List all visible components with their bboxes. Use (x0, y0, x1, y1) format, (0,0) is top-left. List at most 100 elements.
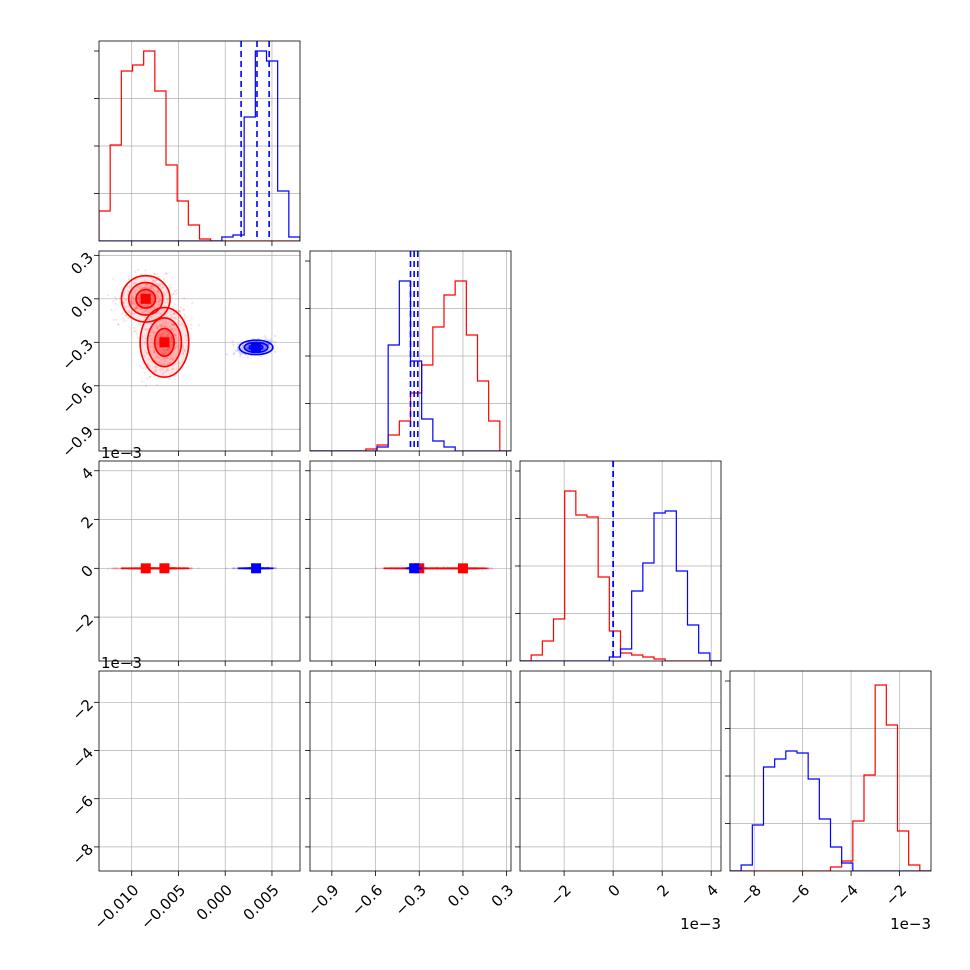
point-3-0-1-528 (248, 653, 250, 655)
point-3-0-0-906 (173, 653, 175, 655)
point-3-0-1-420 (257, 653, 259, 655)
point-3-0-0-234 (145, 653, 147, 655)
point-3-1-0-1148 (390, 653, 392, 655)
point-3-1-0-1038 (422, 653, 424, 655)
point-3-0-1-144 (262, 653, 264, 655)
point-3-0-0-1338 (155, 653, 157, 655)
point-3-0-0-832 (175, 653, 177, 655)
point-3-1-0-732 (434, 653, 436, 655)
point-3-1-0-862 (404, 653, 406, 655)
point-3-1-0-752 (417, 653, 419, 655)
point-3-0-0-836 (170, 653, 172, 655)
point-3-1-0-686 (473, 653, 475, 655)
point-3-1-0-754 (412, 653, 414, 655)
point-3-0-0-686 (161, 653, 163, 655)
point-3-1-0-1154 (447, 653, 449, 655)
point-3-0-1-188 (250, 653, 252, 655)
point-3-1-0-1012 (419, 653, 421, 655)
point-3-0-0-1028 (160, 653, 162, 655)
point-3-0-0-574 (157, 653, 159, 655)
point-3-0-0-540 (153, 653, 155, 655)
point-3-1-0-314 (474, 653, 476, 655)
point-3-0-1-206 (244, 653, 246, 655)
point-1-0-0-904 (180, 307, 182, 309)
point-3-1-0-728 (396, 653, 398, 655)
point-3-0-1-132 (249, 653, 251, 655)
point-3-0-0-904 (180, 653, 182, 655)
point-3-0-1-338 (240, 653, 242, 655)
point-3-0-1-134 (241, 653, 243, 655)
point-1-0-0-1308 (184, 316, 186, 318)
point-3-0-1-498 (244, 653, 246, 655)
point-3-0-1-234 (237, 653, 239, 655)
point-3-1-0-584 (459, 653, 461, 655)
point-3-0-0-1196 (167, 653, 169, 655)
point-3-0-0-1360 (173, 653, 175, 655)
point-3-0-0-394 (157, 653, 159, 655)
point-3-0-1-194 (266, 653, 268, 655)
point-1-0-0-494 (173, 293, 175, 295)
point-3-0-0-160 (144, 653, 146, 655)
point-3-0-0-854 (160, 653, 162, 655)
point-3-0-1-84 (250, 653, 252, 655)
point-3-1-0-132 (475, 653, 477, 655)
point-3-1-0-868 (428, 653, 430, 655)
point-3-0-0-384 (145, 653, 147, 655)
point-3-0-0-1138 (144, 653, 146, 655)
point-3-0-1-464 (269, 653, 271, 655)
point-3-0-0-8 (151, 653, 153, 655)
point-3-0-1-98 (257, 653, 259, 655)
point-3-1-0-510 (459, 653, 461, 655)
point-3-0-0-1376 (154, 653, 156, 655)
point-3-1-0-574 (473, 653, 475, 655)
point-3-1-0-454 (484, 653, 486, 655)
point-3-1-0-1008 (435, 653, 437, 655)
point-3-0-1-38 (241, 653, 243, 655)
point-3-0-0-620 (145, 653, 147, 655)
point-3-0-0-346 (147, 653, 149, 655)
point-3-0-0-890 (173, 653, 175, 655)
point-3-0-0-306 (161, 653, 163, 655)
ytick-label-2-2: 2 (78, 513, 97, 532)
point-3-1-0-418 (456, 653, 458, 655)
point-3-0-1-434 (250, 653, 252, 655)
point-3-0-1-636 (249, 653, 251, 655)
point-3-1-0-742 (429, 653, 431, 655)
point-3-0-0-1288 (167, 653, 169, 655)
point-3-1-0-620 (460, 653, 462, 655)
point-3-0-0-1226 (161, 653, 163, 655)
point-3-1-0-572 (487, 653, 489, 655)
point-3-0-1-328 (257, 653, 259, 655)
point-3-0-0-880 (191, 653, 193, 655)
point-3-1-0-1112 (441, 653, 443, 655)
point-3-1-0-108 (463, 653, 465, 655)
point-3-1-0-1040 (440, 653, 442, 655)
point-3-0-1-44 (269, 653, 271, 655)
point-3-1-0-776 (415, 653, 417, 655)
point-3-0-1-322 (239, 653, 241, 655)
point-3-1-0-594 (469, 653, 471, 655)
point-3-1-0-864 (407, 653, 409, 655)
point-3-0-0-622 (161, 653, 163, 655)
point-3-0-0-922 (166, 653, 168, 655)
point-3-0-1-472 (254, 653, 256, 655)
point-3-1-0-202 (490, 653, 492, 655)
point-3-0-1-0 (243, 653, 245, 655)
point-1-0-1-634 (233, 352, 235, 354)
point-3-0-0-738 (160, 653, 162, 655)
point-2-0-0-956 (190, 567, 192, 569)
point-3-1-0-1006 (416, 653, 418, 655)
point-3-1-0-910 (410, 653, 412, 655)
point-3-0-1-170 (272, 653, 274, 655)
point-3-0-1-96 (258, 653, 260, 655)
point-3-0-0-1126 (152, 653, 154, 655)
point-3-1-0-182 (487, 653, 489, 655)
point-2-0-0-1302 (189, 567, 191, 569)
point-3-0-0-858 (153, 653, 155, 655)
point-3-0-0-986 (160, 653, 162, 655)
point-3-0-1-474 (253, 653, 255, 655)
point-3-1-0-890 (417, 653, 419, 655)
point-3-1-0-138 (487, 653, 489, 655)
point-3-0-0-1374 (166, 653, 168, 655)
point-3-1-0-458 (457, 653, 459, 655)
